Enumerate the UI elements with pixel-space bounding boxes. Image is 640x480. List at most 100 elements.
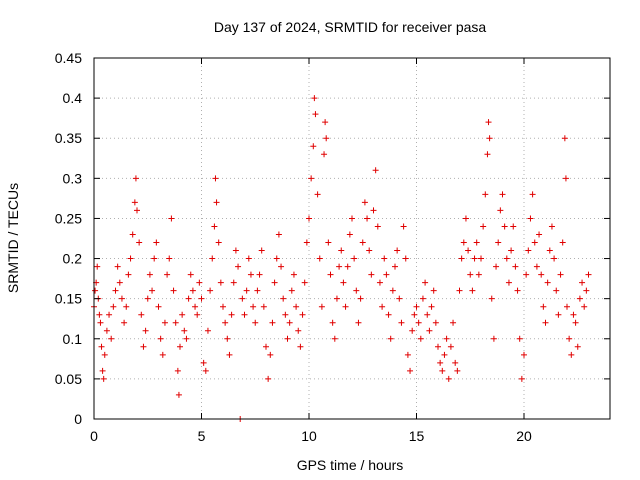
data-point xyxy=(114,263,121,270)
data-point xyxy=(564,303,570,310)
data-point xyxy=(232,247,239,254)
data-point xyxy=(308,175,315,182)
data-point xyxy=(212,175,219,182)
data-point xyxy=(538,271,545,278)
data-point xyxy=(432,319,439,326)
data-point xyxy=(99,367,106,374)
data-point xyxy=(333,295,340,302)
data-point xyxy=(398,319,405,326)
data-point xyxy=(138,311,145,318)
data-point xyxy=(192,303,199,310)
data-point xyxy=(297,343,304,350)
data-point xyxy=(140,343,147,350)
data-point xyxy=(585,271,592,278)
data-point xyxy=(572,319,579,326)
data-point xyxy=(514,287,521,294)
data-point xyxy=(103,327,110,334)
data-point xyxy=(581,303,588,310)
data-point xyxy=(179,311,186,318)
data-point xyxy=(166,255,173,262)
x-axis-label: GPS time / hours xyxy=(297,457,404,473)
data-point xyxy=(278,263,285,270)
data-point xyxy=(424,311,431,318)
data-point xyxy=(544,279,551,286)
data-point xyxy=(280,295,287,302)
data-point xyxy=(288,287,295,294)
data-point xyxy=(174,367,181,374)
data-point xyxy=(413,303,420,310)
data-point xyxy=(540,303,547,310)
data-point xyxy=(548,223,555,230)
data-point xyxy=(136,239,143,246)
data-point xyxy=(123,303,130,310)
data-point xyxy=(503,255,510,262)
data-point xyxy=(100,375,107,382)
data-point xyxy=(486,135,493,142)
data-point xyxy=(407,367,414,374)
data-point xyxy=(312,111,319,118)
data-point xyxy=(263,343,269,350)
data-point xyxy=(215,239,222,246)
data-point xyxy=(478,255,484,262)
data-point xyxy=(428,303,435,310)
data-point xyxy=(121,319,128,326)
data-point xyxy=(533,263,540,270)
data-point xyxy=(501,223,508,230)
data-point xyxy=(106,311,113,318)
data-point xyxy=(488,295,495,302)
data-point xyxy=(392,263,398,270)
data-point xyxy=(275,231,282,238)
data-point xyxy=(202,367,209,374)
data-point xyxy=(96,311,103,318)
data-point xyxy=(527,215,534,222)
data-point xyxy=(376,279,383,286)
data-point xyxy=(220,303,226,310)
data-point xyxy=(555,311,562,318)
data-point xyxy=(553,287,560,294)
axis-ticks xyxy=(93,57,610,420)
data-point xyxy=(422,279,429,286)
grid-lines xyxy=(94,58,610,419)
data-point xyxy=(443,335,450,342)
data-point xyxy=(372,167,379,174)
data-point xyxy=(226,351,233,358)
data-point xyxy=(536,231,543,238)
data-point xyxy=(570,311,577,318)
x-tick-label: 20 xyxy=(516,428,532,444)
chart-title: Day 137 of 2024, SRMTID for receiver pas… xyxy=(214,19,487,35)
data-point xyxy=(273,255,280,262)
data-point xyxy=(454,367,461,374)
data-point xyxy=(329,319,336,326)
data-point xyxy=(243,287,250,294)
data-point xyxy=(157,335,164,342)
data-point xyxy=(359,239,366,246)
data-point xyxy=(217,279,224,286)
data-point xyxy=(265,375,272,382)
data-point xyxy=(336,263,343,270)
data-point xyxy=(355,319,362,326)
data-point xyxy=(241,311,248,318)
data-point xyxy=(400,223,407,230)
y-tick-label: 0.45 xyxy=(55,50,82,66)
data-point xyxy=(452,359,459,366)
y-tick-label: 0.35 xyxy=(55,130,82,146)
data-point xyxy=(295,327,302,334)
data-point xyxy=(441,351,448,358)
x-tick-label: 0 xyxy=(90,428,98,444)
data-point xyxy=(189,287,196,294)
data-point xyxy=(314,191,321,198)
data-point xyxy=(485,119,492,126)
data-point xyxy=(98,343,105,350)
data-point xyxy=(374,223,381,230)
data-point xyxy=(338,247,345,254)
data-point xyxy=(149,287,156,294)
data-point xyxy=(435,343,441,350)
data-point xyxy=(144,295,151,302)
data-point xyxy=(467,271,474,278)
data-point xyxy=(250,303,257,310)
data-point xyxy=(260,303,267,310)
data-point xyxy=(458,255,465,262)
data-point xyxy=(518,375,525,382)
data-point xyxy=(562,175,569,182)
y-tick-labels: 0 0.05 0.1 0.15 0.2 0.25 0.3 0.35 0.4 0.45 xyxy=(55,50,82,427)
